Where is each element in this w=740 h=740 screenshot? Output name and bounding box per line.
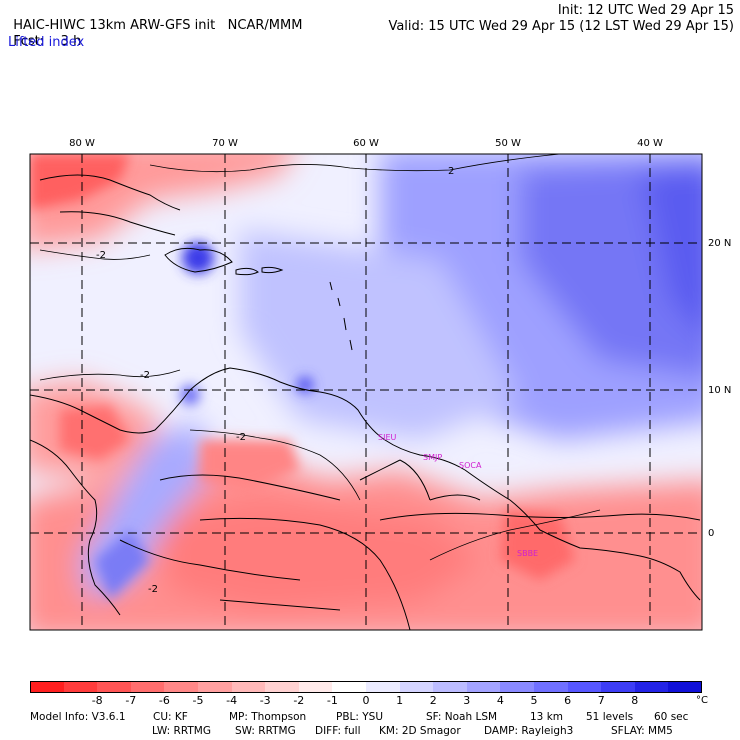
damp-setting: DAMP: Rayleigh3: [484, 725, 574, 737]
sw-scheme: SW: RRTMG: [235, 725, 296, 737]
contour-label: 2: [448, 166, 454, 177]
colorbar-segment: [30, 681, 65, 693]
contour-lines: [39, 154, 601, 561]
coastlines: [30, 174, 701, 630]
km-setting: KM: 2D Smagor: [379, 725, 461, 737]
sf-scheme: SF: Noah LSM: [426, 711, 498, 723]
colorbar-segment: [298, 681, 333, 693]
cu-scheme: CU: KF: [153, 711, 188, 723]
field-name: Lifted index: [8, 35, 85, 50]
station-sieu: SIEU: [378, 433, 396, 442]
pbl-scheme: PBL: YSU: [336, 711, 384, 723]
lon-label-50w: 50 W: [495, 138, 521, 149]
colorbar-tick-label: -5: [192, 694, 204, 707]
colorbar-segment: [601, 681, 636, 693]
colorbar-tick-label: -7: [125, 694, 137, 707]
colorbar-segment: [466, 681, 501, 693]
colorbar-segment: [63, 681, 98, 693]
colorbar-segment: [534, 681, 569, 693]
colorbar-tick-label: 2: [429, 694, 437, 707]
colorbar-segment: [198, 681, 233, 693]
lw-scheme: LW: RRTMG: [152, 725, 211, 737]
colorbar-segment: [433, 681, 468, 693]
sflay-setting: SFLAY: MM5: [611, 725, 673, 737]
colorbar-segment: [366, 681, 401, 693]
station-sbbe: SBBE: [517, 549, 538, 558]
lat-label-20n: 20 N: [708, 238, 731, 249]
colorbar-tick-label: 0: [362, 694, 370, 707]
lon-label-60w: 60 W: [353, 138, 379, 149]
model-info: Model Info: V3.6.1: [30, 711, 126, 723]
colorbar-tick-label: 4: [496, 694, 504, 707]
lon-label-70w: 70 W: [212, 138, 238, 149]
lon-label-80w: 80 W: [69, 138, 95, 149]
valid-time: Valid: 15 UTC Wed 29 Apr 15 (12 LST Wed …: [388, 19, 734, 34]
colorbar-tick-label: -6: [158, 694, 170, 707]
contour-label: -2: [140, 370, 150, 381]
org-text: NCAR/MMM: [227, 18, 303, 33]
colorbar-tick-label: -1: [326, 694, 338, 707]
colorbar-tick-label: -3: [259, 694, 271, 707]
graticule: [30, 154, 702, 630]
colorbar-segment: [265, 681, 300, 693]
contour-label: -2: [148, 584, 158, 595]
fcst-label: Fcst:: [13, 34, 45, 49]
station-smjp: SMJP: [423, 453, 442, 462]
colorbar-segment: [668, 681, 703, 693]
colorbar-segment: [97, 681, 132, 693]
timestep: 60 sec: [654, 711, 689, 723]
contour-label: -2: [96, 250, 106, 261]
mp-scheme: MP: Thompson: [229, 711, 307, 723]
lat-label-10n: 10 N: [708, 385, 731, 396]
fcst-value: 3 h: [60, 34, 82, 49]
colorbar-segment: [332, 681, 367, 693]
colorbar-tick-label: 7: [597, 694, 605, 707]
colorbar-tick-label: -4: [226, 694, 238, 707]
colorbar-segment: [500, 681, 535, 693]
station-soca: SOCA: [459, 461, 482, 470]
colorbar-segment: [634, 681, 669, 693]
colorbar-tick-label: 8: [631, 694, 639, 707]
colorbar-unit: °C: [696, 695, 708, 706]
contour-label: -2: [236, 432, 246, 443]
lon-label-40w: 40 W: [637, 138, 663, 149]
levels: 51 levels: [586, 711, 634, 723]
colorbar-segment: [231, 681, 266, 693]
colorbar-tick-label: 5: [530, 694, 538, 707]
forecast-hour: Fcst: 3 h: [5, 19, 81, 49]
colorbar-tick-label: 1: [396, 694, 404, 707]
colorbar-tick-label: -8: [91, 694, 103, 707]
model-title-text: HAIC-HIWC 13km ARW-GFS init: [13, 18, 216, 33]
model-title: HAIC-HIWC 13km ARW-GFS init NCAR/MMM: [5, 3, 302, 33]
resolution: 13 km: [530, 711, 564, 723]
colorbar-tick-label: 3: [463, 694, 471, 707]
lat-label-0: 0: [708, 528, 714, 539]
station-labels: SIEU SMJP SOCA SBBE: [378, 433, 538, 558]
colorbar-segment: [164, 681, 199, 693]
colorbar-segment: [567, 681, 602, 693]
colorbar-tick-label: -2: [293, 694, 305, 707]
diff-setting: DIFF: full: [315, 725, 361, 737]
colorbar-outline: [30, 681, 702, 693]
init-time: Init: 12 UTC Wed 29 Apr 15: [557, 3, 734, 18]
colorbar-segment: [130, 681, 165, 693]
colorbar-tick-label: 6: [564, 694, 572, 707]
map-frame: [29, 153, 703, 631]
colorbar-segment: [399, 681, 434, 693]
